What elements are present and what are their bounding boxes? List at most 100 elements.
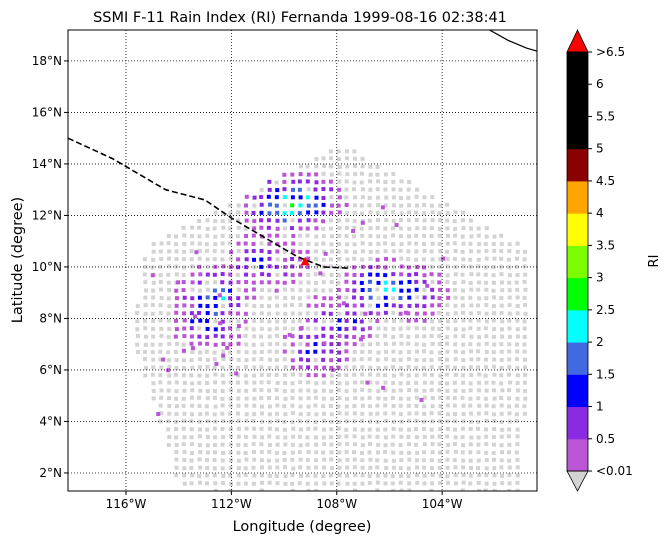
swath-pixel: [500, 450, 505, 455]
swath-pixel: [383, 249, 388, 254]
swath-pixel: [523, 287, 528, 292]
swath-pixel: [515, 457, 520, 462]
swath-pixel: [205, 473, 210, 478]
swath-pixel: [158, 342, 163, 347]
swath-pixel: [376, 296, 381, 301]
rain-pixel: [298, 172, 303, 177]
swath-pixel: [391, 265, 396, 270]
rain-pixel: [314, 180, 319, 185]
swath-pixel: [243, 435, 248, 440]
rain-pixel: [399, 272, 404, 277]
swath-pixel: [159, 241, 164, 246]
swath-pixel: [198, 357, 203, 362]
swath-pixel: [244, 358, 249, 363]
swath-pixel: [391, 381, 396, 386]
swath-pixel: [399, 333, 404, 338]
swath-pixel: [167, 373, 172, 378]
swath-pixel: [274, 358, 279, 363]
swath-pixel: [228, 465, 233, 470]
swath-pixel: [158, 380, 163, 385]
rain-pixel: [306, 373, 311, 378]
rain-pixel: [287, 332, 292, 337]
rain-pixel: [214, 361, 219, 366]
swath-pixel: [297, 481, 302, 486]
swath-pixel: [391, 373, 396, 378]
rain-pixel: [228, 296, 233, 301]
swath-pixel: [399, 218, 404, 223]
swath-pixel: [329, 419, 334, 424]
swath-pixel: [345, 473, 350, 478]
swath-pixel: [236, 388, 241, 393]
swath-pixel: [477, 403, 482, 408]
rain-pixel: [291, 249, 296, 254]
swath-pixel: [391, 249, 396, 254]
rain-pixel: [398, 311, 403, 316]
swath-pixel: [182, 233, 187, 238]
rain-pixel: [430, 303, 435, 308]
rain-pixel: [305, 249, 310, 254]
swath-pixel: [507, 280, 512, 285]
swath-pixel: [329, 389, 334, 394]
swath-pixel: [375, 434, 380, 439]
swath-pixel: [274, 474, 279, 479]
swath-pixel: [221, 435, 226, 440]
colorbar-tick-label: 4.5: [596, 174, 615, 188]
swath-pixel: [236, 319, 241, 324]
swath-pixel: [522, 334, 527, 339]
swath-pixel: [415, 450, 420, 455]
swath-pixel: [468, 218, 473, 223]
swath-pixel: [437, 458, 442, 463]
swath-pixel: [391, 335, 396, 340]
swath-pixel: [352, 403, 357, 408]
swath-pixel: [515, 442, 520, 447]
swath-pixel: [476, 264, 481, 269]
rain-pixel: [205, 335, 210, 340]
swath-pixel: [352, 349, 357, 354]
rain-pixel: [383, 295, 388, 300]
swath-pixel: [522, 365, 527, 370]
swath-pixel: [507, 357, 512, 362]
swath-pixel: [259, 334, 264, 339]
swath-pixel: [260, 342, 265, 347]
swath-pixel: [360, 396, 365, 401]
swath-pixel: [275, 272, 280, 277]
swath-pixel: [445, 335, 450, 340]
colorbar-segment: [567, 374, 588, 408]
swath-pixel: [328, 164, 333, 169]
swath-pixel: [322, 419, 327, 424]
swath-pixel: [461, 480, 466, 485]
swath-pixel: [422, 473, 427, 478]
rain-pixel: [220, 280, 225, 285]
swath-pixel: [360, 473, 365, 478]
swath-pixel: [407, 203, 412, 208]
swath-pixel: [252, 334, 257, 339]
swath-pixel: [353, 195, 358, 200]
rain-pixel: [375, 303, 380, 308]
swath-pixel: [282, 450, 287, 455]
swath-pixel: [142, 272, 147, 277]
swath-pixel: [306, 396, 311, 401]
swath-pixel: [499, 373, 504, 378]
swath-pixel: [421, 450, 426, 455]
swath-pixel: [390, 226, 395, 231]
swath-pixel: [252, 387, 257, 392]
rain-pixel: [383, 280, 388, 285]
swath-pixel: [422, 233, 427, 238]
swath-pixel: [391, 242, 396, 247]
swath-pixel: [483, 373, 488, 378]
swath-pixel: [367, 195, 372, 200]
swath-pixel: [174, 242, 179, 247]
swath-pixel: [522, 349, 527, 354]
swath-pixel: [429, 388, 434, 393]
swath-pixel: [507, 411, 512, 416]
swath-pixel: [205, 443, 210, 448]
swath-pixel: [453, 327, 458, 332]
swath-pixel: [306, 288, 311, 293]
rain-pixel: [363, 311, 368, 316]
swath-pixel: [406, 218, 411, 223]
swath-pixel: [243, 450, 248, 455]
swath-pixel: [345, 442, 350, 447]
swath-pixel: [515, 396, 520, 401]
swath-pixel: [306, 388, 311, 393]
swath-pixel: [352, 365, 357, 370]
